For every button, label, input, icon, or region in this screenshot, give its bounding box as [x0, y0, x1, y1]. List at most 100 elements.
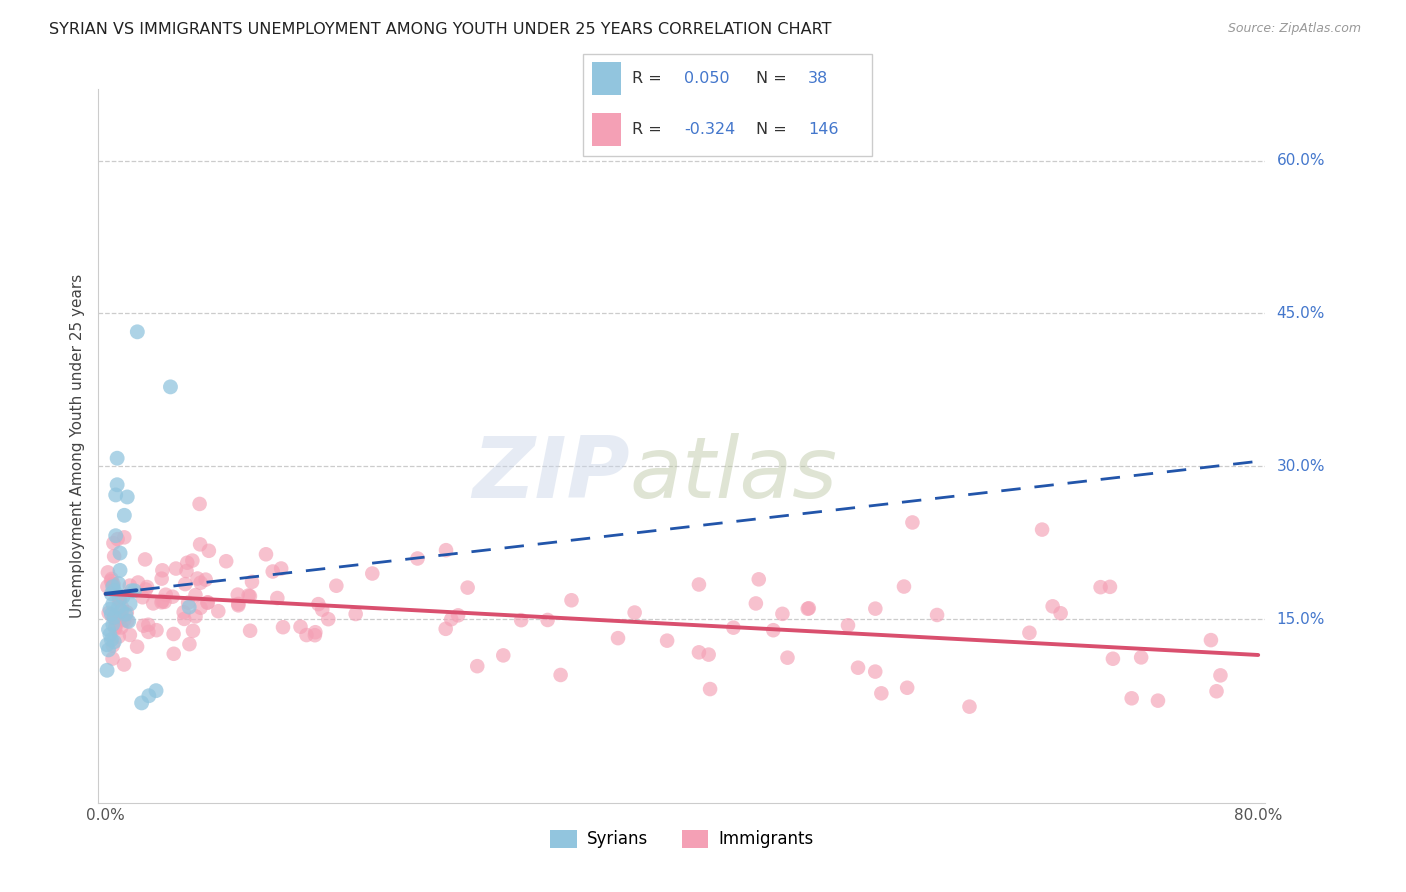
Immigrants: [110, 620, 132, 634]
Immigrants: [101, 578, 124, 592]
Immigrants: [870, 686, 893, 700]
Immigrants: [103, 549, 125, 564]
Immigrants: [311, 603, 333, 617]
Immigrants: [893, 580, 915, 594]
Syrians: [107, 600, 129, 615]
Immigrants: [748, 572, 770, 586]
Syrians: [120, 597, 142, 611]
Immigrants: [207, 604, 229, 618]
Syrians: [101, 617, 124, 632]
Immigrants: [105, 608, 128, 623]
Immigrants: [179, 637, 201, 651]
Syrians: [96, 663, 118, 677]
Immigrants: [271, 620, 294, 634]
Syrians: [114, 607, 136, 622]
Immigrants: [1130, 650, 1153, 665]
Syrians: [104, 488, 127, 502]
Syrians: [101, 580, 124, 594]
Immigrants: [1098, 580, 1121, 594]
Immigrants: [1209, 668, 1232, 682]
Immigrants: [100, 572, 122, 586]
Immigrants: [699, 681, 721, 696]
Immigrants: [254, 547, 277, 561]
Immigrants: [188, 497, 211, 511]
Immigrants: [145, 623, 167, 637]
Immigrants: [560, 593, 582, 607]
Text: N =: N =: [756, 122, 793, 137]
Syrians: [112, 508, 135, 523]
Immigrants: [325, 579, 347, 593]
Immigrants: [174, 577, 197, 591]
Immigrants: [103, 536, 125, 550]
Immigrants: [111, 600, 134, 615]
Immigrants: [270, 561, 292, 575]
Syrians: [110, 604, 132, 618]
Syrians: [103, 634, 125, 648]
Immigrants: [776, 650, 799, 665]
Immigrants: [240, 574, 263, 589]
Immigrants: [865, 601, 887, 615]
Immigrants: [100, 574, 122, 588]
Immigrants: [623, 606, 645, 620]
Immigrants: [1199, 633, 1222, 648]
Immigrants: [186, 572, 208, 586]
Immigrants: [96, 580, 118, 594]
Immigrants: [1042, 599, 1064, 614]
Immigrants: [959, 699, 981, 714]
Immigrants: [165, 561, 187, 575]
Immigrants: [837, 618, 859, 632]
Immigrants: [136, 617, 159, 632]
Immigrants: [925, 607, 948, 622]
Immigrants: [162, 590, 184, 604]
Syrians: [118, 615, 141, 629]
Immigrants: [745, 597, 768, 611]
Immigrants: [198, 543, 221, 558]
Immigrants: [107, 532, 129, 546]
Immigrants: [176, 564, 198, 578]
Text: SYRIAN VS IMMIGRANTS UNEMPLOYMENT AMONG YOUTH UNDER 25 YEARS CORRELATION CHART: SYRIAN VS IMMIGRANTS UNEMPLOYMENT AMONG …: [49, 22, 832, 37]
Immigrants: [127, 640, 149, 654]
Immigrants: [108, 590, 131, 604]
Immigrants: [150, 563, 173, 577]
Immigrants: [155, 588, 177, 602]
Immigrants: [103, 577, 125, 591]
Immigrants: [697, 648, 720, 662]
Immigrants: [510, 613, 533, 627]
Syrians: [103, 583, 125, 598]
Immigrants: [863, 665, 886, 679]
Immigrants: [607, 631, 630, 645]
Immigrants: [1205, 684, 1227, 698]
Text: atlas: atlas: [630, 433, 838, 516]
Immigrants: [226, 597, 249, 611]
Syrians: [159, 380, 181, 394]
Syrians: [127, 325, 149, 339]
Immigrants: [104, 622, 127, 636]
Immigrants: [1018, 625, 1040, 640]
Immigrants: [447, 608, 470, 623]
Immigrants: [295, 628, 318, 642]
Syrians: [107, 576, 129, 591]
Immigrants: [115, 605, 138, 619]
Immigrants: [688, 577, 710, 591]
Immigrants: [110, 610, 132, 624]
Text: R =: R =: [633, 70, 668, 86]
Immigrants: [239, 624, 262, 638]
Immigrants: [440, 612, 463, 626]
Immigrants: [135, 582, 157, 597]
Immigrants: [197, 595, 219, 609]
Immigrants: [112, 613, 135, 627]
Immigrants: [434, 622, 457, 636]
Immigrants: [112, 657, 135, 672]
Immigrants: [190, 575, 212, 590]
Immigrants: [262, 565, 284, 579]
Immigrants: [173, 612, 195, 626]
Immigrants: [550, 668, 572, 682]
Immigrants: [101, 651, 124, 665]
Immigrants: [195, 596, 218, 610]
Syrians: [100, 632, 122, 647]
Immigrants: [142, 596, 165, 610]
Immigrants: [101, 639, 124, 653]
Immigrants: [173, 605, 195, 619]
Immigrants: [290, 620, 312, 634]
Immigrants: [457, 581, 479, 595]
